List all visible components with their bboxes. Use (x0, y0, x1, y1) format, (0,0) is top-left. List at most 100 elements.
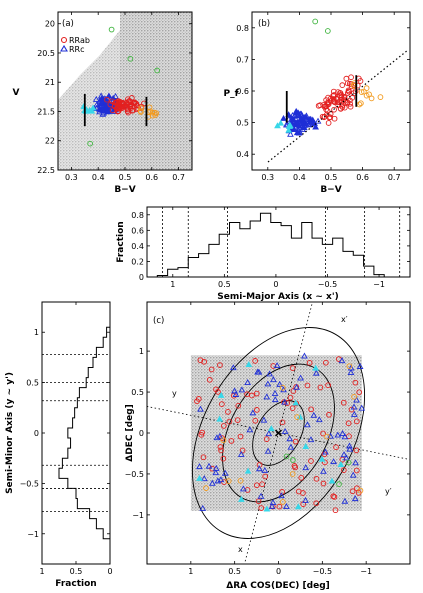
rrc-marker (212, 469, 220, 476)
rrab-marker (244, 391, 250, 398)
rrab-marker (258, 505, 265, 511)
rrc-marker (232, 390, 240, 397)
rrab-marker (300, 490, 306, 496)
panel-a-legend: RRab RRc (60, 36, 90, 54)
legend-rrab-marker (60, 36, 68, 44)
rrab-marker (306, 359, 313, 366)
rrc-marker (346, 445, 354, 452)
cyan-marker (294, 503, 302, 510)
orange-marker (363, 85, 370, 92)
rrc-marker (349, 471, 357, 478)
rrab-marker (218, 447, 224, 454)
rrab-marker (323, 359, 329, 366)
rrc-marker (249, 409, 257, 416)
x-tick-label: 0 (273, 280, 278, 289)
rrc-marker (255, 465, 263, 472)
rrab-marker (325, 120, 332, 126)
orange-marker (203, 485, 209, 491)
cyan-marker (337, 461, 345, 468)
cyan-marker (217, 391, 225, 398)
y-tick-label: 22.5 (37, 166, 55, 175)
rrab-marker (230, 392, 237, 399)
rrc-marker (278, 492, 285, 499)
y-tick-label: −1 (27, 530, 39, 539)
panel-b: 0.3 0.4 0.5 0.6 0.7 0.4 0.5 0.6 0.7 0.8 (b) B−V P… (223, 11, 411, 195)
rrc-marker (104, 108, 111, 115)
rrc-marker (340, 451, 348, 458)
rrab-marker (116, 98, 123, 105)
x-tick-label: 0.5 (218, 280, 231, 289)
rrab-marker (255, 498, 262, 505)
rrc-marker (346, 442, 353, 449)
panel-c-field-box (190, 355, 362, 511)
cyan-marker (296, 413, 304, 420)
rrab-marker (348, 74, 354, 81)
orange-marker (366, 91, 372, 98)
orange-marker (377, 94, 384, 100)
rrab-marker (352, 379, 359, 386)
rrc-marker (356, 362, 364, 369)
rrc-marker (334, 431, 342, 438)
rrab-marker (313, 500, 320, 507)
legend-rrab-label: RRab (69, 36, 90, 45)
cyan-marker (312, 364, 320, 371)
rrab-marker (253, 482, 260, 489)
green-marker (312, 18, 319, 25)
rrc-marker (205, 462, 213, 469)
rrc-marker (347, 364, 355, 371)
hist-semiminor-ticks: 1 0.5 0 1 0.5 0 −0.5 −1 (20, 302, 113, 576)
panel-c-ticks: 1 0.5 0 −0.5 −1 1 0.5 0 −0.5 −1 (125, 302, 410, 576)
orange-marker (368, 95, 375, 102)
rrab-marker (200, 454, 207, 461)
panel-c-label-y: y (172, 389, 177, 398)
cyan-marker (328, 477, 336, 484)
rrc-marker (261, 466, 269, 473)
rrab-marker (345, 87, 352, 94)
rrab-marker (332, 507, 339, 514)
green-marker (154, 67, 161, 74)
rrc-marker (293, 129, 301, 136)
rrc-marker (350, 403, 358, 410)
panel-a-tag: (a) (62, 19, 74, 29)
green-marker (290, 457, 296, 463)
rrab-marker (338, 94, 345, 100)
y-tick-label: 0 (139, 429, 144, 438)
rrc-marker (221, 469, 229, 476)
orange-marker (138, 105, 145, 111)
legend-rrc-label: RRc (69, 45, 85, 54)
x-tick-label: 0 (107, 567, 112, 576)
rrc-marker (271, 389, 279, 396)
panel-b-points (274, 18, 384, 137)
rrab-marker (228, 438, 235, 444)
rrc-marker (338, 357, 346, 364)
orange-marker (324, 433, 330, 440)
x-tick-label: 0.6 (356, 173, 369, 182)
rrc-marker (353, 396, 360, 403)
y-tick-label: 21.5 (37, 107, 55, 116)
cyan-marker (196, 474, 203, 481)
density-ellipse (191, 327, 366, 539)
orange-marker (357, 487, 364, 494)
cyan-marker (245, 361, 253, 368)
rrc-marker (265, 430, 273, 437)
rrab-marker (225, 408, 231, 415)
orange-marker (153, 110, 160, 117)
cyan-marker (285, 122, 293, 129)
rrc-marker (341, 433, 349, 440)
rrab-marker (226, 418, 233, 425)
rrc-marker (301, 352, 308, 359)
panel-c-label-xprime: x′ (341, 315, 348, 324)
panel-a-xlabel: B−V (114, 185, 135, 195)
x-tick-label: 0 (276, 567, 281, 576)
y-tick-label: 0.7 (236, 55, 249, 64)
rrab-marker (290, 388, 297, 394)
rrc-marker (264, 380, 272, 387)
rrc-marker (352, 459, 359, 466)
y-tick-label: 20 (45, 20, 55, 29)
legend-rrc-marker (60, 44, 68, 52)
hist-semimajor-xlabel: Semi-Major Axis (x ~ x') (217, 292, 338, 302)
rrab-marker (235, 402, 242, 409)
rrab-marker (340, 467, 347, 473)
rrab-marker (217, 444, 224, 450)
